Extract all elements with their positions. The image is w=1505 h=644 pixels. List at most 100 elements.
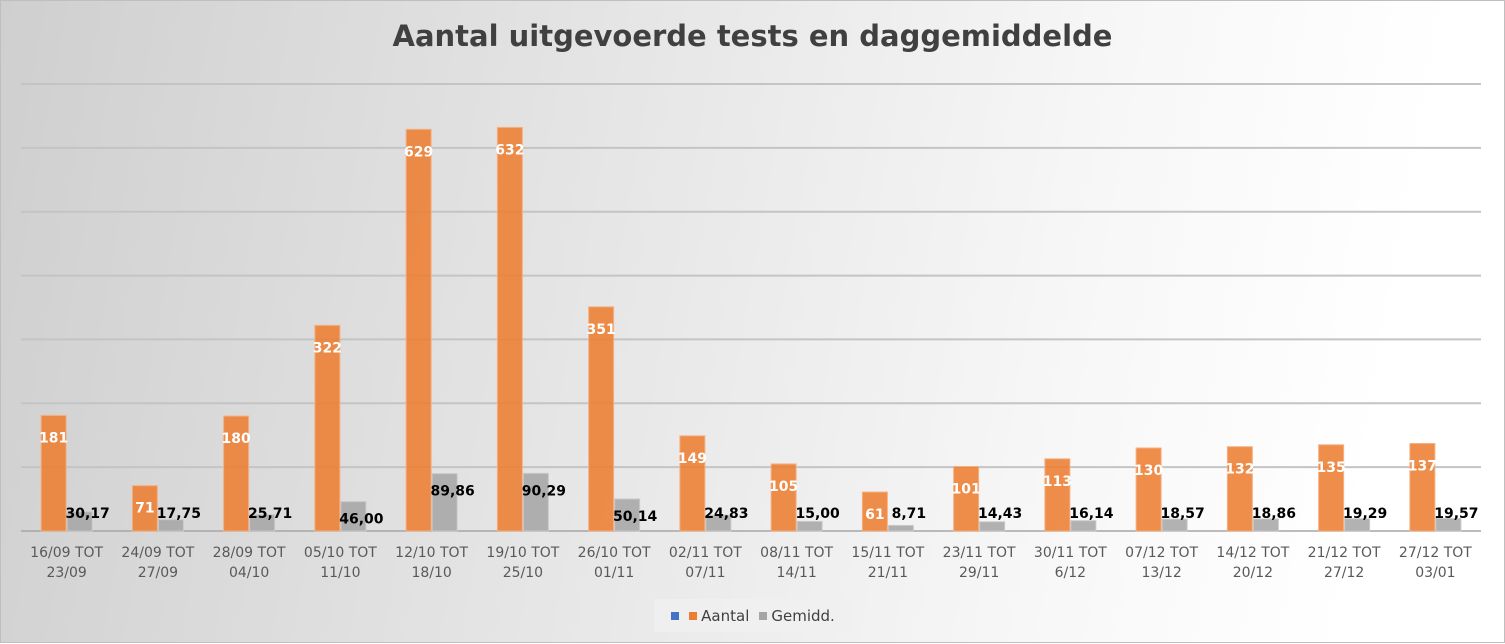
x-tick-label: 21/12 TOT [1308, 545, 1381, 561]
x-tick-label: 28/09 TOT [213, 545, 286, 561]
bar-gemidd [1070, 520, 1097, 532]
bar-aantal [1318, 444, 1345, 532]
data-label-gemidd: 46,00 [339, 512, 384, 528]
data-label-aantal: 135 [1317, 460, 1346, 476]
data-label-aantal: 61 [865, 507, 884, 523]
legend-swatch [671, 611, 680, 620]
x-tick-label: 03/01 [1415, 565, 1455, 581]
data-label-aantal: 149 [678, 451, 707, 467]
bar-aantal [405, 128, 432, 532]
bar-aantal [1044, 458, 1071, 532]
legend-item: Gemidd. [759, 606, 835, 625]
data-label-gemidd: 30,17 [65, 506, 109, 522]
x-tick-label: 02/11 TOT [669, 545, 742, 561]
bar-gemidd [979, 521, 1006, 532]
x-tick-label: 30/11 TOT [1034, 545, 1107, 561]
x-tick-label: 18/10 [411, 565, 451, 581]
data-label-aantal: 71 [135, 501, 154, 517]
data-label-gemidd: 24,83 [704, 506, 748, 522]
x-tick-label: 27/09 [138, 565, 178, 581]
bar-aantal [1135, 447, 1162, 532]
data-label-gemidd: 18,57 [1160, 506, 1204, 522]
bar-gemidd [887, 524, 914, 532]
bar-gemidd [1344, 518, 1371, 532]
data-label-aantal: 322 [313, 340, 342, 356]
x-tick-label: 26/10 TOT [578, 545, 651, 561]
bar-aantal [223, 415, 250, 532]
bar-gemidd [157, 519, 184, 532]
bar-aantal [1409, 443, 1436, 532]
x-tick-label: 13/12 [1141, 565, 1181, 581]
data-label-aantal: 132 [1225, 462, 1254, 478]
x-tick-label: 01/11 [594, 565, 634, 581]
data-label-aantal: 180 [222, 431, 251, 447]
x-tick-label: 16/09 TOT [30, 545, 103, 561]
legend-swatch [689, 611, 698, 620]
bar-aantal [496, 126, 523, 532]
data-label-gemidd: 17,75 [157, 506, 201, 522]
data-label-gemidd: 89,86 [430, 484, 474, 500]
x-tick-label: 07/12 TOT [1125, 545, 1198, 561]
x-tick-label: 25/10 [503, 565, 543, 581]
data-label-aantal: 113 [1043, 474, 1072, 490]
legend-item [671, 611, 680, 620]
data-label-gemidd: 90,29 [522, 483, 566, 499]
data-label-gemidd: 25,71 [248, 506, 292, 522]
bar-gemidd [249, 514, 276, 532]
data-label-gemidd: 14,43 [978, 506, 1022, 522]
bar-gemidd [705, 514, 732, 532]
bar-gemidd [431, 473, 458, 532]
data-label-aantal: 181 [39, 430, 68, 446]
legend-label: Aantal [701, 606, 750, 625]
x-tick-label: 20/12 [1233, 565, 1273, 581]
x-tick-label: 27/12 TOT [1399, 545, 1472, 561]
data-label-aantal: 351 [587, 322, 616, 338]
bar-aantal [679, 435, 706, 532]
x-tick-label: 19/10 TOT [486, 545, 559, 561]
x-tick-label: 11/10 [320, 565, 360, 581]
x-tick-label: 23/11 TOT [943, 545, 1016, 561]
data-label-gemidd: 19,57 [1434, 506, 1478, 522]
bar-gemidd [614, 498, 641, 532]
data-label-aantal: 130 [1134, 463, 1163, 479]
bar-gemidd [340, 501, 367, 532]
legend-item: Aantal [689, 607, 749, 625]
bar-aantal [131, 485, 158, 532]
bar-aantal [861, 491, 888, 532]
x-tick-label: 14/11 [776, 565, 816, 581]
chart-title: Aantal uitgevoerde tests en daggemiddeld… [392, 19, 1113, 53]
bar-gemidd [522, 472, 549, 532]
x-tick-label: 29/11 [959, 565, 999, 581]
bar-gemidd [66, 511, 93, 532]
bar-gemidd [1161, 518, 1188, 532]
data-label-aantal: 137 [1408, 459, 1437, 475]
legend: Aantal Gemidd. [654, 599, 852, 632]
data-label-gemidd: 18,86 [1252, 506, 1296, 522]
legend-swatch [759, 611, 768, 620]
bar-gemidd [1435, 518, 1462, 532]
x-tick-label: 04/10 [229, 565, 269, 581]
data-label-gemidd: 8,71 [892, 506, 927, 522]
data-label-gemidd: 16,14 [1069, 506, 1114, 522]
x-tick-label: 23/09 [46, 565, 86, 581]
bar-aantal [953, 466, 980, 532]
data-label-gemidd: 19,29 [1343, 506, 1387, 522]
data-label-aantal: 105 [769, 479, 798, 495]
x-tick-label: 6/12 [1055, 565, 1086, 581]
x-tick-label: 14/12 TOT [1216, 545, 1289, 561]
bar-aantal [314, 324, 341, 532]
x-tick-label: 05/10 TOT [304, 545, 377, 561]
x-tick-label: 15/11 TOT [851, 545, 924, 561]
data-label-aantal: 101 [952, 482, 981, 498]
legend-label: Gemidd. [771, 606, 835, 625]
bar-aantal [770, 463, 797, 532]
bar-aantal [588, 306, 615, 532]
data-label-aantal: 632 [495, 142, 524, 158]
x-tick-label: 24/09 TOT [121, 545, 194, 561]
x-tick-label: 27/12 [1324, 565, 1364, 581]
x-tick-label: 07/11 [685, 565, 725, 581]
x-tick-label: 21/11 [868, 565, 908, 581]
bar-aantal [1226, 446, 1253, 532]
